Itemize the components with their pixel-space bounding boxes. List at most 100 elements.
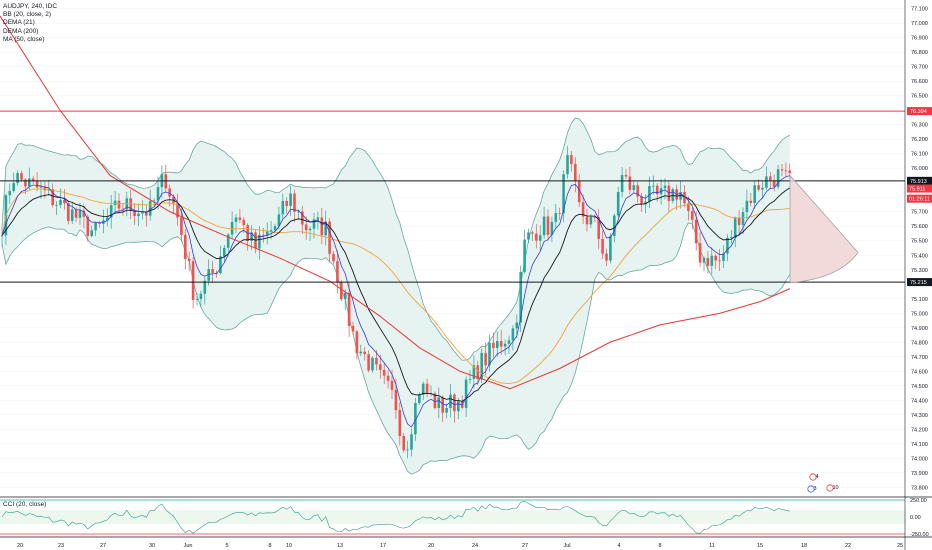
candle-body: [733, 218, 737, 238]
candle-body: [574, 163, 577, 182]
candle-body: [121, 208, 125, 210]
candle: [538, 225, 542, 251]
candle: [706, 251, 710, 274]
candle: [355, 329, 359, 360]
cci-legend[interactable]: CCI (20, close): [3, 501, 47, 508]
legend-ma50[interactable]: MA (50, close): [3, 35, 45, 43]
candle: [332, 250, 335, 265]
event-badges[interactable]: 4 3 10: [807, 473, 839, 493]
candle: [70, 201, 74, 225]
candle: [698, 232, 702, 268]
candle-body: [632, 185, 636, 191]
cci-tick-label: 0.00: [910, 515, 921, 521]
candle: [519, 265, 522, 333]
candle-body: [207, 269, 210, 281]
candle-body: [0, 235, 4, 237]
candle-body: [39, 186, 43, 188]
candle-body: [398, 410, 402, 437]
candle-body: [168, 188, 171, 197]
candle-body: [507, 340, 511, 344]
candle-body: [226, 234, 230, 248]
time-tick-label: 5: [225, 543, 228, 549]
candle-body: [133, 210, 136, 217]
legend-dema21[interactable]: DEMA (21): [3, 19, 35, 27]
symbol-label[interactable]: AUDJPY, 240, IDC: [3, 3, 58, 10]
candle-body: [616, 191, 620, 216]
candle-body: [570, 155, 573, 164]
candle-body: [772, 180, 776, 187]
candle-body: [453, 394, 456, 412]
candle-body: [488, 342, 491, 366]
bb-fill: [2, 118, 790, 475]
candle: [780, 164, 784, 177]
candle-body: [70, 209, 74, 221]
candle: [113, 191, 117, 214]
candle: [386, 370, 390, 389]
price-tick-label: 74.800: [911, 340, 928, 346]
cci-line: [1, 501, 790, 534]
price-tick-label: 74.400: [911, 398, 928, 404]
price-axis[interactable]: 77.100 77.000 76.900 76.800 76.700 76.600 76.5…: [904, 0, 932, 550]
candle: [484, 342, 487, 376]
candle: [757, 179, 760, 192]
candle-body: [722, 253, 725, 261]
candle-body: [441, 397, 444, 413]
candle-body: [187, 258, 191, 262]
candle: [109, 195, 113, 229]
candle: [472, 355, 476, 389]
projection-triangle[interactable]: [789, 174, 859, 284]
price-tick-label: 75.600: [911, 224, 928, 230]
time-tick-label: 20: [17, 543, 23, 549]
price-tick-label: 76.000: [911, 166, 928, 172]
candle-body: [597, 217, 600, 239]
level-tag-label: 76.394: [910, 109, 927, 115]
candle-body: [636, 185, 639, 197]
candle: [8, 183, 12, 205]
candle: [714, 253, 717, 270]
candle: [765, 166, 768, 191]
candle-body: [250, 232, 253, 241]
candle-body: [757, 185, 760, 190]
candle: [769, 171, 772, 188]
candle-body: [332, 253, 335, 262]
candle-body: [285, 200, 288, 207]
time-axis[interactable]: 20 23 27 30 Jun 5 8 10 13 17 20 24 27 Jul 4 8 11 15 18 22 25: [17, 543, 903, 549]
price-tag: [907, 184, 932, 193]
legend-bb[interactable]: BB (20, close, 2): [3, 11, 52, 19]
candle-body: [340, 282, 343, 300]
candle: [31, 175, 35, 185]
time-tick-label: 27: [100, 543, 106, 549]
candle: [359, 344, 363, 357]
candle-body: [148, 201, 152, 216]
candle-body: [640, 196, 643, 205]
candle: [722, 245, 725, 269]
candle: [457, 397, 460, 420]
candle-body: [12, 183, 15, 192]
candle-body: [156, 187, 160, 201]
candle: [652, 175, 655, 195]
time-tick-label: Jul: [563, 543, 570, 549]
price-tick-label: 75.000: [911, 311, 928, 317]
candle-body: [769, 176, 772, 181]
candle: [523, 229, 526, 274]
candle: [351, 321, 355, 335]
candle: [51, 183, 54, 208]
candle: [289, 185, 292, 216]
candle-body: [199, 293, 203, 299]
candle-body: [749, 200, 753, 203]
candle-body: [784, 170, 788, 172]
candle: [304, 216, 308, 240]
candle: [106, 208, 109, 227]
candle-body: [238, 217, 242, 220]
ma50-line: [1, 188, 790, 384]
candle-body: [289, 193, 292, 207]
horizontal-levels[interactable]: [0, 110, 905, 283]
candle: [168, 184, 171, 207]
legend-dema200[interactable]: DEMA (200): [3, 27, 39, 35]
candle-body: [628, 176, 632, 191]
candle-body: [90, 230, 93, 236]
candle: [437, 387, 441, 419]
candle-body: [129, 198, 132, 211]
candle-body: [737, 218, 741, 226]
